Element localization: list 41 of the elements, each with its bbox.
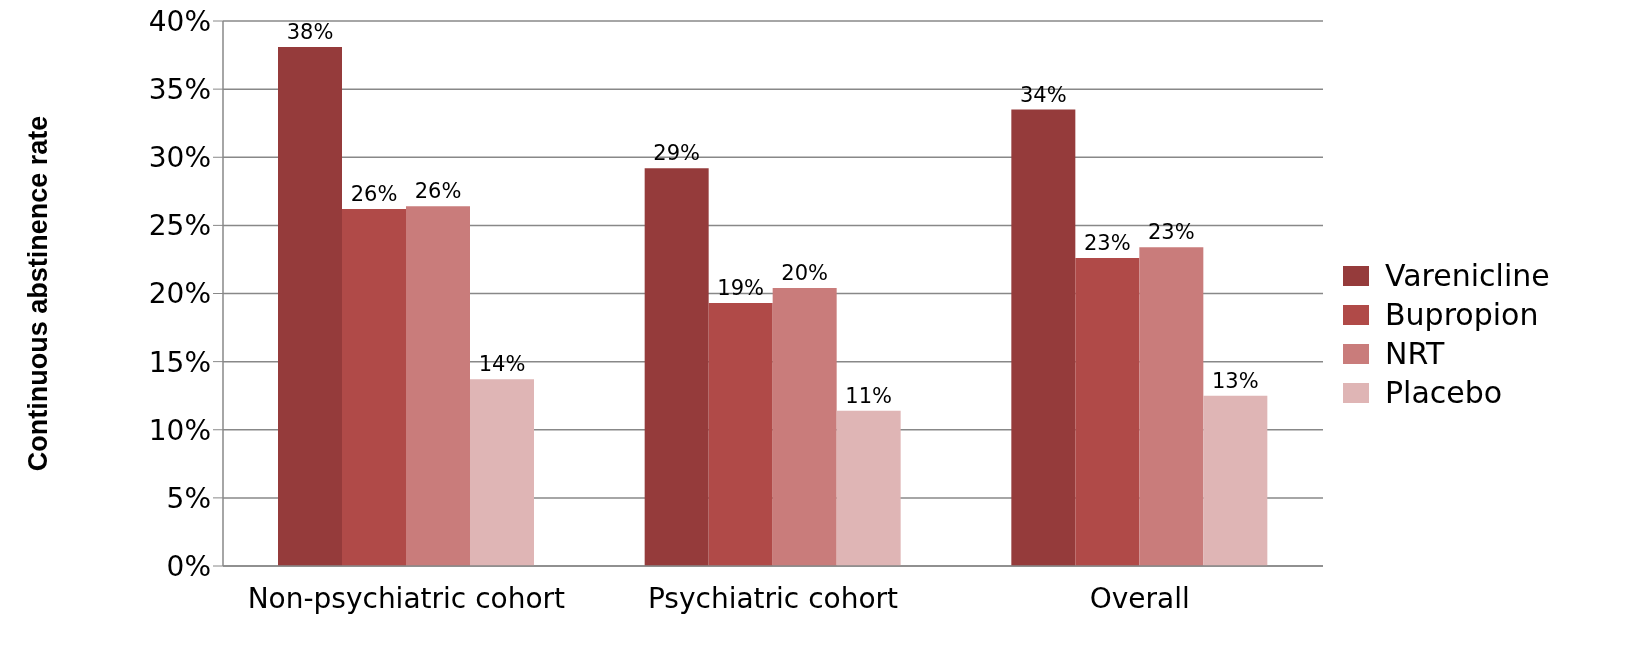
y-tick-label: 5%	[166, 481, 211, 515]
y-tick-label: 30%	[148, 141, 211, 175]
bar	[644, 168, 709, 566]
data-label: 23%	[1147, 220, 1195, 245]
legend-label: Placebo	[1385, 374, 1503, 412]
data-label: 19%	[717, 276, 765, 301]
data-label: 38%	[286, 19, 334, 44]
data-label: 26%	[414, 179, 462, 204]
y-tick-label: 20%	[148, 277, 211, 311]
bar	[1139, 247, 1204, 566]
y-tick-label: 10%	[148, 413, 211, 447]
bar	[772, 288, 837, 566]
x-tick-label: Psychiatric cohort	[647, 581, 899, 615]
bar	[1075, 258, 1140, 566]
y-axis-title: Continuous abstinence rate	[23, 115, 54, 472]
data-label: 26%	[350, 182, 398, 207]
x-tick-label: Overall	[1089, 581, 1190, 615]
legend-label: NRT	[1385, 335, 1445, 373]
bar	[470, 379, 534, 566]
y-tick-label: 25%	[148, 209, 211, 243]
y-tick-label: 0%	[166, 549, 211, 583]
bar	[406, 206, 470, 566]
bar	[342, 209, 406, 566]
legend-label: Bupropion	[1385, 296, 1539, 334]
data-label: 13%	[1211, 368, 1259, 393]
y-tick-label: 15%	[148, 345, 211, 379]
data-label: 34%	[1019, 82, 1067, 107]
bar	[278, 46, 342, 566]
bar	[836, 410, 901, 566]
x-tick-label: Non-psychiatric cohort	[247, 581, 566, 615]
data-label: 29%	[653, 141, 701, 166]
data-label: 11%	[845, 383, 893, 408]
bar	[1203, 395, 1268, 566]
legend-label: Varenicline	[1385, 257, 1550, 295]
bar	[1011, 109, 1076, 566]
data-label: 14%	[478, 352, 526, 377]
y-tick-label: 40%	[148, 4, 211, 38]
data-label: 20%	[781, 261, 829, 286]
bar	[708, 303, 773, 566]
data-label: 23%	[1083, 231, 1131, 256]
y-tick-label: 35%	[148, 73, 211, 107]
